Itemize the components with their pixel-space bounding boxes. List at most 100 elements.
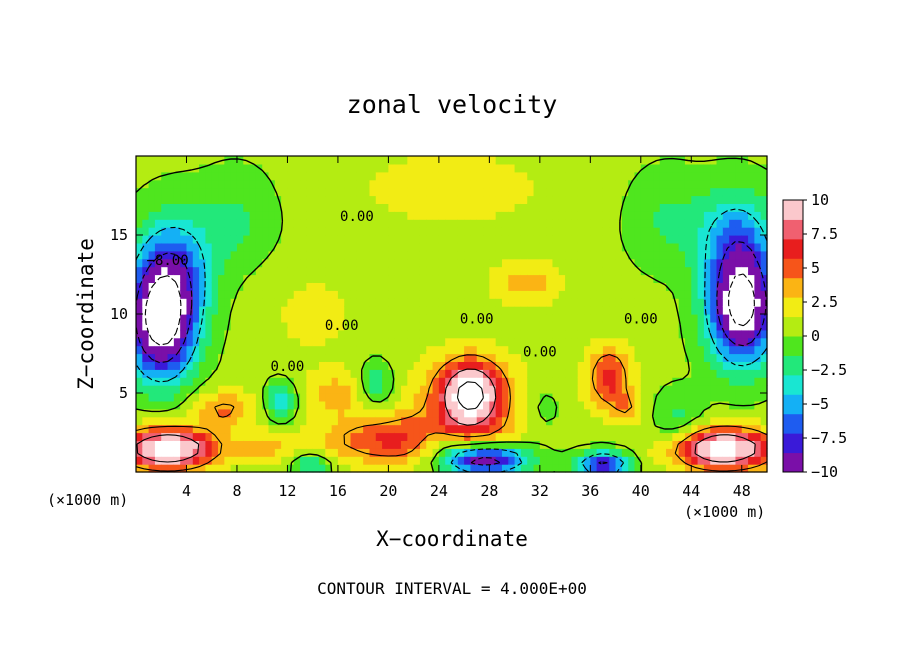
heatmap-cell (192, 314, 200, 323)
heatmap-cell (558, 424, 566, 434)
heatmap-cell (464, 321, 472, 331)
heatmap-cell (211, 306, 219, 315)
heatmap-cell (413, 337, 421, 347)
heatmap-cell (697, 314, 705, 323)
heatmap-cell (331, 227, 339, 236)
heatmap-cell (703, 211, 711, 220)
heatmap-cell (337, 424, 345, 434)
heatmap-cell (148, 235, 156, 244)
heatmap-cell (539, 314, 547, 323)
heatmap-cell (539, 424, 547, 434)
heatmap-cell (577, 163, 585, 173)
heatmap-cell (281, 235, 289, 244)
heatmap-cell (609, 385, 617, 394)
heatmap-cell (300, 195, 307, 204)
heatmap-cell (407, 250, 415, 260)
heatmap-cell (741, 290, 749, 299)
heatmap-cell (331, 290, 339, 299)
heatmap-cell (684, 448, 692, 457)
heatmap-cell (255, 235, 263, 244)
heatmap-cell (161, 290, 169, 299)
heatmap-cell (754, 361, 762, 370)
heatmap-cell (154, 156, 162, 165)
heatmap-cell (186, 400, 194, 410)
heatmap-cell (287, 242, 295, 252)
heatmap-cell (255, 187, 263, 197)
heatmap-cell (748, 163, 755, 173)
heatmap-cell (508, 377, 516, 386)
heatmap-cell (476, 306, 484, 315)
heatmap-cell (501, 282, 509, 291)
heatmap-cell (167, 321, 175, 331)
heatmap-cell (501, 211, 509, 220)
heatmap-cell (748, 448, 755, 457)
heatmap-cell (533, 171, 541, 181)
heatmap-cell (438, 195, 446, 204)
heatmap-cell (300, 163, 307, 173)
heatmap-cell (596, 227, 604, 236)
heatmap-cell (382, 282, 389, 291)
heatmap-cell (375, 211, 383, 220)
heatmap-cell (142, 329, 150, 339)
heatmap-cell (173, 203, 181, 212)
heatmap-cell (173, 377, 181, 386)
heatmap-cell (407, 171, 415, 181)
heatmap-cell (615, 337, 623, 347)
heatmap-cell (281, 227, 289, 236)
heatmap-cell (659, 266, 667, 276)
heatmap-cell (520, 377, 528, 386)
heatmap-cell (596, 266, 604, 276)
heatmap-cell (142, 416, 150, 426)
heatmap-cell (476, 456, 484, 465)
heatmap-cell (684, 424, 692, 434)
heatmap-cell (527, 424, 535, 434)
heatmap-cell (318, 163, 326, 173)
heatmap-cell (590, 266, 598, 276)
heatmap-cell (438, 345, 446, 355)
heatmap-cell (419, 242, 427, 252)
heatmap-cell (584, 377, 591, 386)
heatmap-cell (672, 258, 680, 268)
heatmap-cell (306, 242, 314, 252)
heatmap-cell (748, 266, 755, 276)
heatmap-cell (331, 369, 339, 378)
heatmap-cell (451, 408, 459, 418)
heatmap-cell (565, 156, 572, 165)
heatmap-cell (501, 195, 509, 204)
heatmap-cell (754, 250, 762, 260)
heatmap-cell (703, 171, 711, 181)
heatmap-cell (136, 464, 143, 473)
heatmap-cell (697, 321, 705, 331)
heatmap-cell (211, 211, 219, 220)
heatmap-cell (520, 337, 528, 347)
heatmap-cell (306, 329, 314, 339)
heatmap-cell (754, 416, 762, 426)
heatmap-cell (602, 361, 610, 370)
heatmap-cell (520, 163, 528, 173)
heatmap-cell (293, 361, 301, 370)
heatmap-cell (186, 306, 194, 315)
colorbar-segment (783, 336, 803, 356)
heatmap-cell (432, 424, 440, 434)
heatmap-cell (710, 274, 718, 283)
heatmap-cell (457, 337, 465, 347)
heatmap-cell (413, 242, 421, 252)
heatmap-cell (199, 385, 207, 394)
heatmap-cell (211, 156, 219, 165)
heatmap-cell (161, 424, 169, 434)
heatmap-cell (161, 448, 169, 457)
heatmap-cell (205, 235, 213, 244)
heatmap-cell (173, 274, 181, 283)
heatmap-cell (495, 211, 503, 220)
heatmap-cell (293, 179, 301, 189)
heatmap-cell (363, 448, 371, 457)
heatmap-cell (634, 250, 642, 260)
heatmap-cell (287, 227, 295, 236)
heatmap-cell (495, 298, 503, 307)
heatmap-cell (571, 353, 579, 362)
heatmap-cell (672, 377, 680, 386)
heatmap-cell (489, 385, 497, 394)
heatmap-cell (401, 456, 408, 465)
heatmap-cell (602, 329, 610, 339)
heatmap-cell (173, 345, 181, 355)
